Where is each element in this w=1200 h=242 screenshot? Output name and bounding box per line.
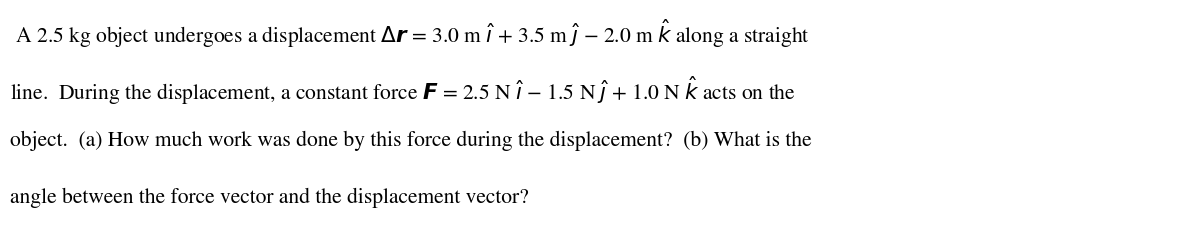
- Text: angle between the force vector and the displacement vector?: angle between the force vector and the d…: [10, 188, 528, 208]
- Text: line.  During the displacement, a constant force $\boldsymbol{F}$ = 2.5 N $\hat{: line. During the displacement, a constan…: [10, 74, 796, 106]
- Text: A 2.5 kg object undergoes a displacement $\Delta\boldsymbol{r}$ = 3.0 m $\hat{\i: A 2.5 kg object undergoes a displacement…: [10, 17, 810, 50]
- Text: object.  (a) How much work was done by this force during the displacement?  (b) : object. (a) How much work was done by th…: [10, 131, 811, 151]
